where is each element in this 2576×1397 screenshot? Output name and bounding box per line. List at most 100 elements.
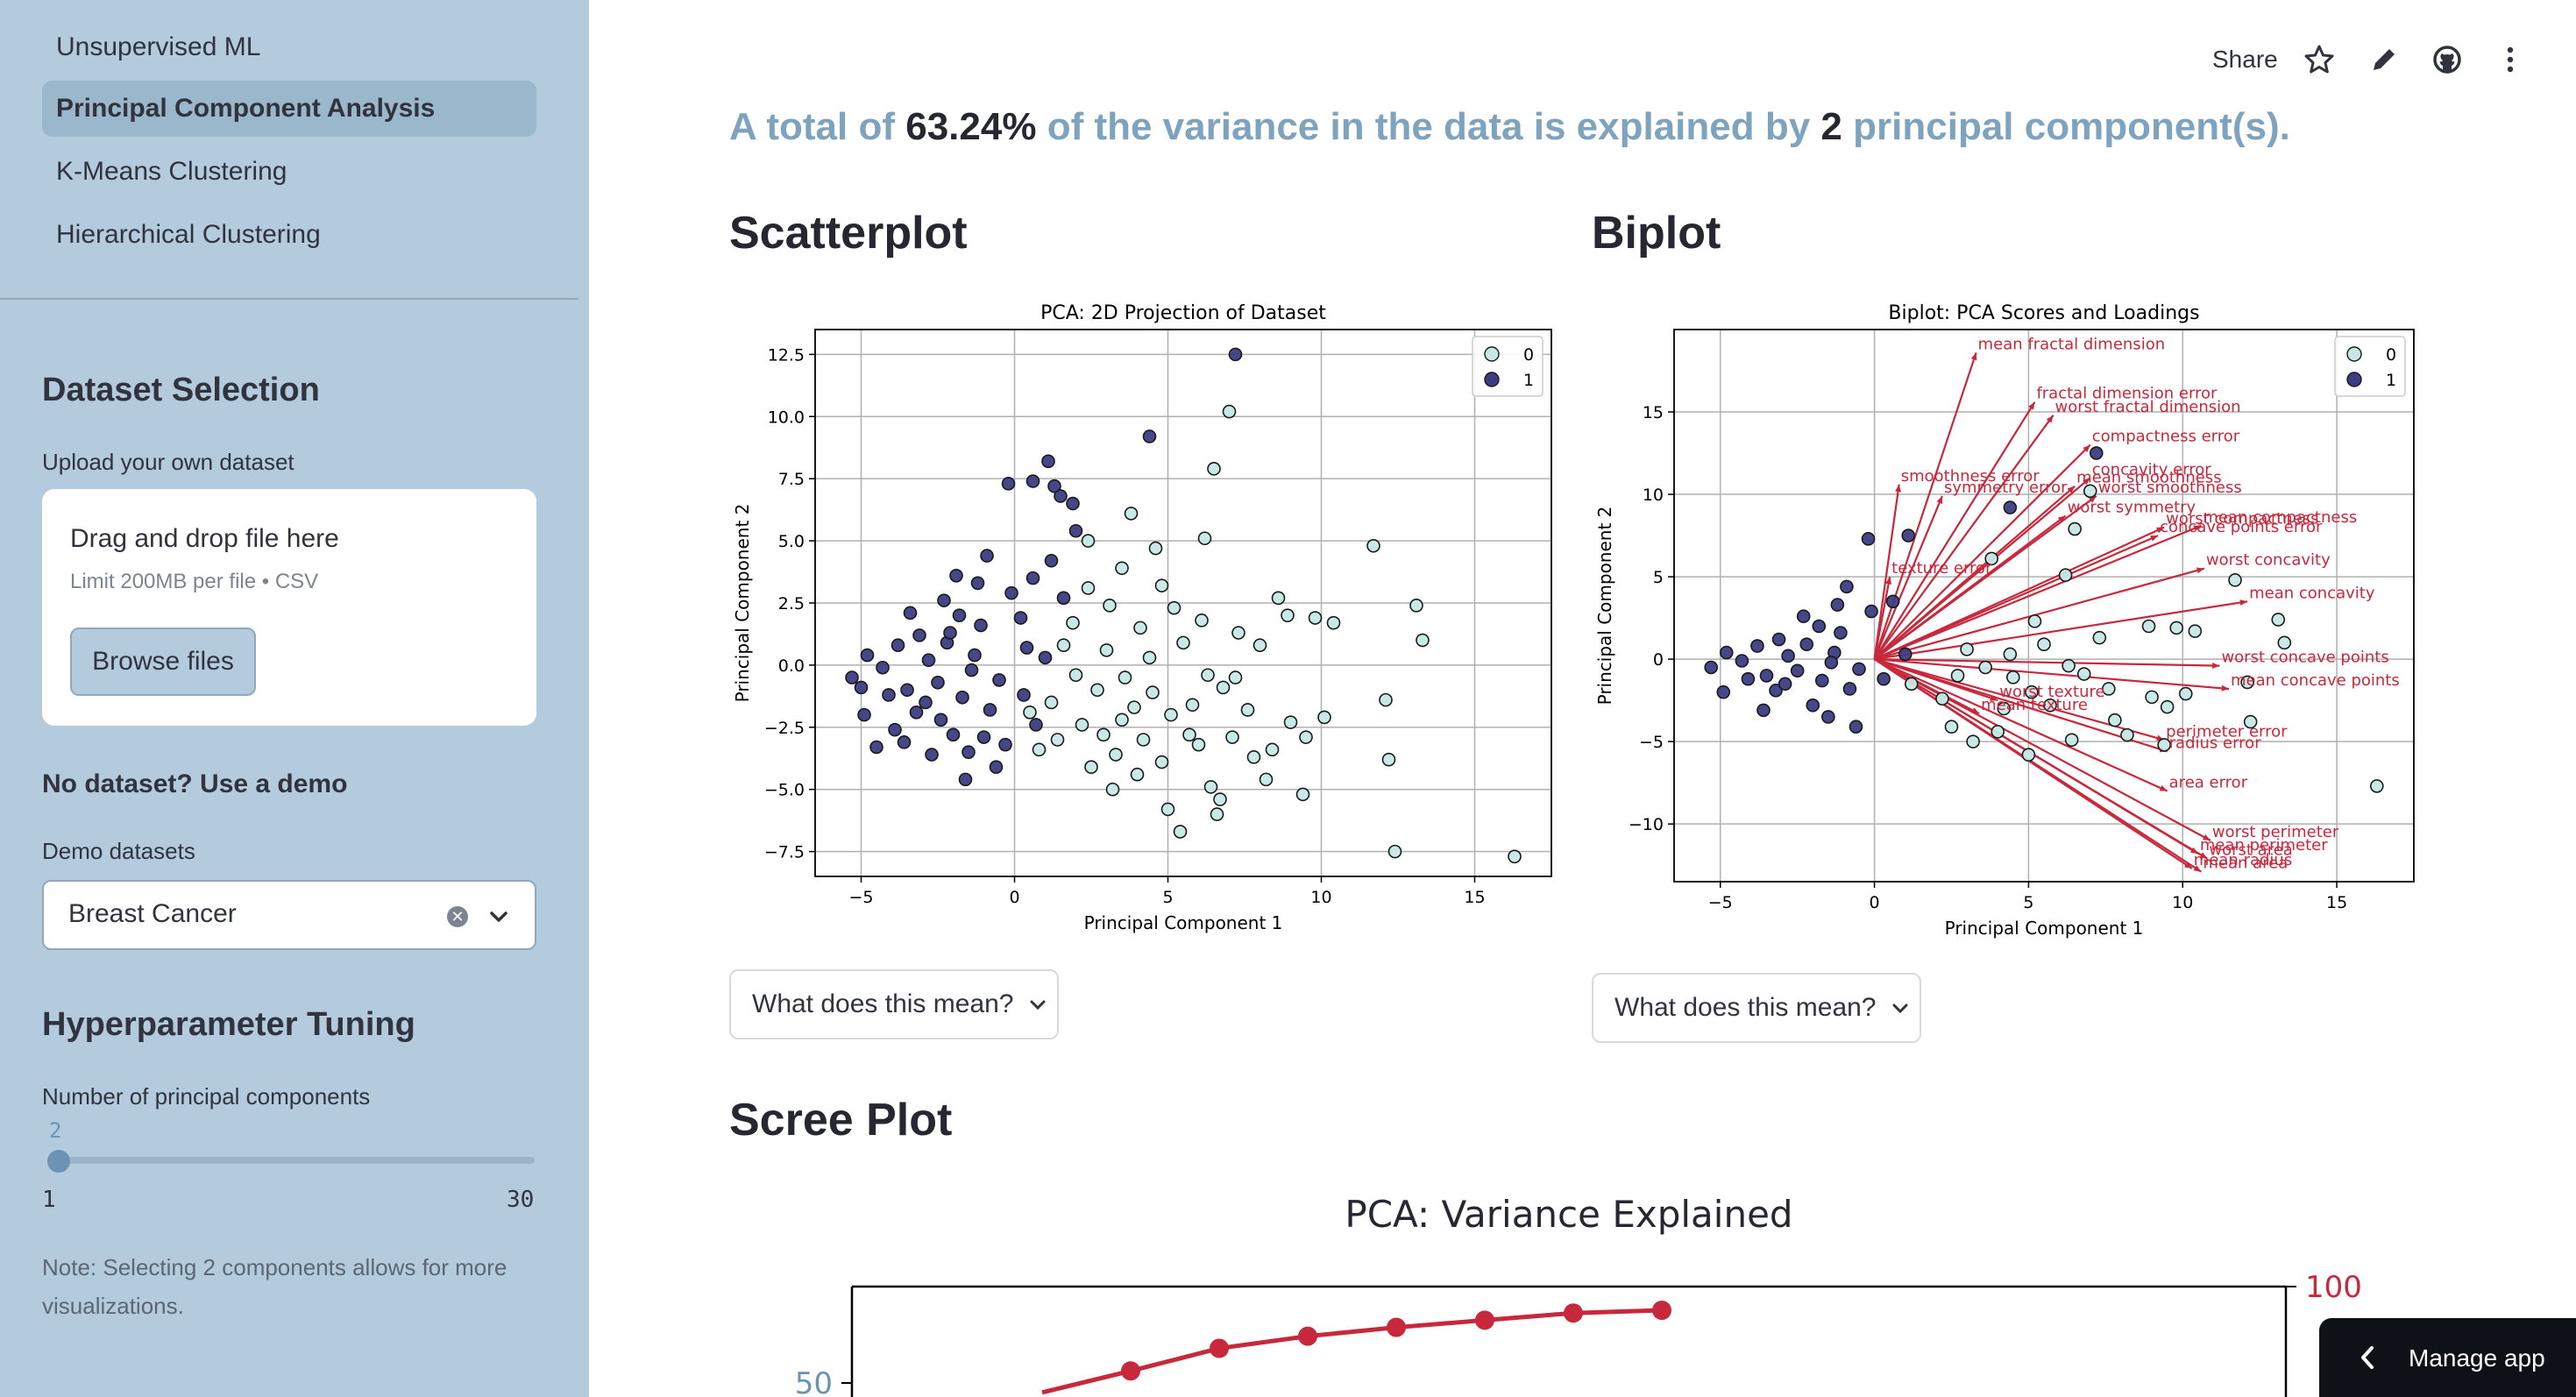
- right-tick-label: 100: [2305, 1270, 2362, 1305]
- data-point: [1050, 733, 1065, 747]
- expander-label: What does this mean?: [1614, 993, 1877, 1022]
- data-point: [1719, 645, 1734, 660]
- variance-suffix: principal component(s).: [1853, 105, 2290, 148]
- data-point: [1182, 727, 1196, 742]
- loading-label: smoothness error: [1901, 467, 2040, 486]
- demo-heading: No dataset? Use a demo: [42, 769, 348, 798]
- chart-title: Biplot: PCA Scores and Loadings: [1888, 302, 2199, 324]
- share-button[interactable]: Share: [2212, 46, 2278, 73]
- data-point: [1133, 620, 1147, 635]
- data-point: [860, 648, 875, 663]
- data-point: [2006, 670, 2020, 684]
- loading-arrowhead: [2028, 401, 2035, 410]
- edit-icon[interactable]: [2368, 44, 2400, 75]
- data-point: [952, 608, 967, 622]
- loading-label: worst area: [2209, 841, 2292, 860]
- browse-files-button[interactable]: Browse files: [70, 628, 256, 696]
- nav-item-principal-component-analysis[interactable]: Principal Component Analysis: [42, 81, 536, 137]
- y-axis-label: Principal Component 2: [1594, 507, 1615, 706]
- data-point: [1771, 632, 1786, 647]
- file-uploader[interactable]: Drag and drop file here Limit 200MB per …: [42, 489, 536, 726]
- data-point: [2076, 667, 2091, 681]
- star-icon[interactable]: [2303, 44, 2335, 75]
- github-icon[interactable]: [2431, 44, 2463, 75]
- cumulative-variance-point: [1298, 1326, 1317, 1346]
- data-point: [1991, 725, 2005, 739]
- data-point: [946, 727, 961, 742]
- plot-frame: [814, 329, 1552, 877]
- data-point: [1001, 477, 1016, 491]
- data-point: [976, 730, 991, 744]
- nav-item-hierarchical-clustering[interactable]: Hierarchical Clustering: [56, 220, 321, 249]
- data-point: [1834, 626, 1848, 640]
- nav-item-kmeans-clustering[interactable]: K-Means Clustering: [56, 157, 287, 186]
- nav-item-unsupervised-ml[interactable]: Unsupervised ML: [56, 32, 261, 61]
- upload-label: Upload your own dataset: [42, 449, 295, 475]
- loading-arrowhead: [2083, 444, 2090, 452]
- scatter-explainer-expander[interactable]: What does this mean?: [729, 969, 1059, 1039]
- loading-arrowhead: [2046, 415, 2054, 423]
- data-point: [1084, 760, 1098, 775]
- data-point: [1216, 680, 1231, 695]
- data-point: [1409, 599, 1423, 613]
- slider-track[interactable]: [51, 1157, 535, 1164]
- data-point: [909, 705, 924, 720]
- manage-app-button[interactable]: Manage app: [2319, 1318, 2576, 1397]
- data-point: [931, 675, 945, 690]
- loading-arrowhead: [1970, 352, 1977, 361]
- data-point: [2243, 714, 2258, 729]
- data-point: [1081, 534, 1096, 548]
- x-tick-label: −5: [1708, 893, 1733, 912]
- loading-arrowhead: [1885, 577, 1892, 585]
- data-point: [1960, 642, 1974, 656]
- data-point: [1824, 656, 1839, 670]
- data-point: [2141, 619, 2156, 634]
- data-point: [983, 703, 997, 717]
- cumulative-variance-line: [1041, 1308, 1663, 1395]
- data-point: [1160, 802, 1175, 817]
- sidebar: Unsupervised ML Principal Component Anal…: [0, 0, 589, 1397]
- data-point: [2043, 698, 2057, 713]
- loading-label: mean compactness: [2203, 508, 2357, 527]
- slider-label: Number of principal components: [42, 1083, 371, 1110]
- loading-arrow: [1873, 443, 2091, 660]
- loading-arrowhead: [2193, 865, 2202, 872]
- loading-arrowhead: [2202, 833, 2211, 840]
- loading-arrowhead: [1936, 495, 1943, 504]
- data-point: [1265, 742, 1280, 757]
- cumulative-variance-point: [1210, 1338, 1229, 1358]
- demo-dataset-select[interactable]: Breast Cancer ✕: [42, 880, 536, 950]
- data-point: [1978, 660, 1992, 675]
- biplot-explainer-expander[interactable]: What does this mean?: [1592, 973, 1921, 1043]
- scree-plot-heading: Scree Plot: [729, 1095, 953, 1145]
- slider-thumb[interactable]: [47, 1150, 70, 1173]
- sidebar-divider: [0, 298, 578, 300]
- data-point: [1240, 703, 1255, 717]
- loading-arrow: [1874, 600, 2248, 661]
- data-point: [1029, 718, 1043, 732]
- data-point: [903, 606, 918, 620]
- data-point: [1154, 578, 1169, 592]
- more-icon[interactable]: [2494, 44, 2526, 75]
- data-point: [1387, 844, 1402, 859]
- data-point: [1271, 591, 1286, 606]
- clear-icon[interactable]: ✕: [447, 906, 468, 927]
- uploader-title: Drag and drop file here: [70, 524, 339, 553]
- loading-arrowhead: [2199, 852, 2208, 859]
- cumulative-variance-point: [1475, 1310, 1494, 1330]
- chevron-down-icon[interactable]: [486, 899, 512, 934]
- data-point: [1750, 639, 1764, 653]
- y-tick-label: 5: [1653, 568, 1664, 587]
- data-point: [1769, 684, 1783, 698]
- x-tick-label: 0: [1009, 888, 1019, 907]
- data-point: [1047, 479, 1061, 493]
- loading-arrowhead: [2083, 478, 2090, 486]
- data-point: [1044, 695, 1059, 710]
- data-point: [937, 593, 951, 607]
- data-point: [1997, 701, 2012, 716]
- data-point: [998, 737, 1012, 752]
- x-axis-label: Principal Component 1: [1945, 918, 2144, 939]
- data-point: [1154, 755, 1169, 769]
- x-tick-label: 5: [1162, 888, 1173, 907]
- x-tick-label: 15: [1464, 888, 1485, 907]
